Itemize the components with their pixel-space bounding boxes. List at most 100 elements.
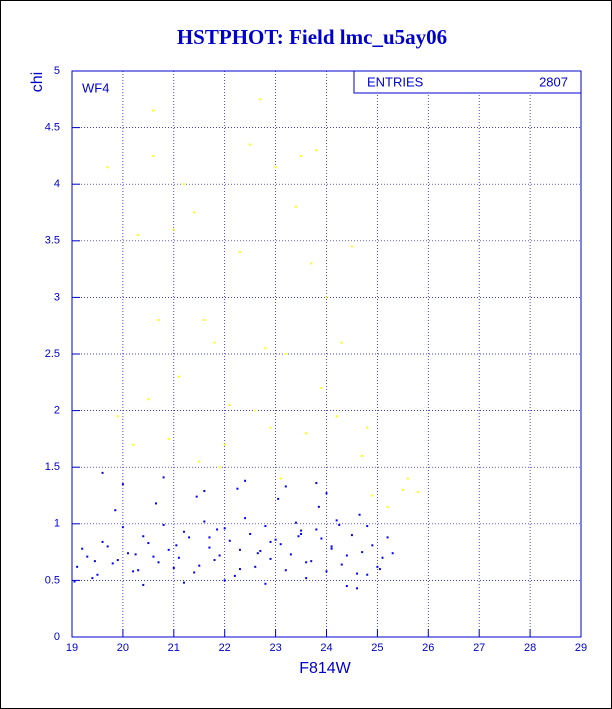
point bbox=[152, 555, 155, 558]
point bbox=[325, 296, 328, 299]
y-tick-label: 4.5 bbox=[45, 122, 60, 134]
point bbox=[340, 563, 343, 566]
point bbox=[233, 574, 236, 577]
point bbox=[106, 166, 109, 169]
point bbox=[391, 552, 394, 555]
point bbox=[330, 545, 333, 548]
point bbox=[142, 535, 145, 538]
point bbox=[340, 341, 343, 344]
point bbox=[264, 347, 267, 350]
point bbox=[93, 560, 96, 563]
point bbox=[289, 553, 292, 556]
y-tick-label: 0.5 bbox=[45, 574, 60, 586]
point bbox=[297, 535, 300, 538]
x-tick-label: 19 bbox=[66, 642, 78, 654]
point bbox=[310, 560, 313, 563]
point bbox=[147, 542, 150, 545]
x-tick-label: 26 bbox=[422, 642, 434, 654]
point bbox=[259, 98, 262, 101]
point bbox=[175, 544, 178, 547]
point bbox=[126, 552, 129, 555]
point bbox=[256, 552, 259, 555]
point bbox=[132, 570, 135, 573]
point bbox=[116, 559, 119, 562]
point bbox=[366, 426, 369, 429]
point bbox=[244, 479, 247, 482]
point bbox=[325, 570, 328, 573]
point bbox=[91, 577, 94, 580]
point bbox=[317, 505, 320, 508]
point bbox=[315, 482, 318, 485]
point bbox=[203, 319, 206, 322]
point bbox=[172, 566, 175, 569]
point bbox=[177, 375, 180, 378]
point bbox=[274, 538, 277, 541]
point bbox=[106, 545, 109, 548]
point bbox=[172, 228, 175, 231]
point bbox=[366, 573, 369, 576]
point bbox=[356, 587, 359, 590]
point bbox=[218, 466, 221, 469]
point bbox=[182, 530, 185, 533]
point bbox=[238, 251, 241, 254]
point bbox=[208, 536, 211, 539]
point bbox=[254, 409, 257, 412]
point bbox=[167, 548, 170, 551]
point bbox=[182, 183, 185, 186]
x-tick-label: 20 bbox=[117, 642, 129, 654]
point bbox=[406, 477, 409, 480]
chart-title: HSTPHOT: Field lmc_u5ay06 bbox=[177, 25, 447, 49]
point bbox=[277, 497, 280, 500]
point bbox=[223, 527, 226, 530]
point bbox=[315, 528, 318, 531]
point bbox=[269, 426, 272, 429]
x-tick-label: 29 bbox=[575, 642, 587, 654]
y-tick-label: 5 bbox=[54, 65, 60, 77]
point bbox=[401, 488, 404, 491]
point bbox=[259, 549, 262, 552]
point bbox=[254, 565, 257, 568]
point bbox=[294, 521, 297, 524]
plot-area: 0 0.5 1 1.5 2 2.5 3 3.5 4 4.5 5 19 20 21 22 23 24 25 26 27 2… bbox=[45, 65, 587, 654]
point bbox=[305, 577, 308, 580]
point bbox=[203, 520, 206, 523]
point bbox=[162, 476, 165, 479]
x-tick-label: 22 bbox=[219, 642, 231, 654]
point bbox=[152, 109, 155, 112]
point bbox=[386, 505, 389, 508]
point bbox=[111, 562, 114, 565]
point bbox=[96, 573, 99, 576]
point bbox=[345, 585, 348, 588]
point bbox=[264, 525, 267, 528]
point bbox=[249, 143, 252, 146]
point bbox=[376, 565, 379, 568]
point bbox=[284, 485, 287, 488]
point bbox=[279, 543, 282, 546]
point bbox=[236, 487, 239, 490]
point bbox=[188, 536, 191, 539]
point bbox=[116, 415, 119, 418]
point bbox=[371, 544, 374, 547]
point bbox=[182, 581, 185, 584]
point bbox=[114, 509, 117, 512]
y-tick-label: 2 bbox=[54, 405, 60, 417]
point bbox=[361, 551, 364, 554]
point bbox=[154, 502, 157, 505]
point bbox=[269, 540, 272, 543]
point bbox=[300, 532, 303, 535]
point bbox=[238, 568, 241, 571]
point bbox=[137, 234, 140, 237]
x-tick-label: 28 bbox=[524, 642, 536, 654]
point bbox=[345, 554, 348, 557]
point bbox=[310, 262, 313, 265]
point bbox=[244, 517, 247, 520]
point bbox=[320, 537, 323, 540]
point bbox=[386, 536, 389, 539]
point bbox=[177, 556, 180, 559]
point bbox=[264, 582, 267, 585]
x-tick-label: 21 bbox=[168, 642, 180, 654]
annotation: WF4 bbox=[82, 80, 109, 95]
y-tick-label: 2.5 bbox=[45, 348, 60, 360]
point bbox=[147, 398, 150, 401]
point bbox=[195, 495, 198, 498]
